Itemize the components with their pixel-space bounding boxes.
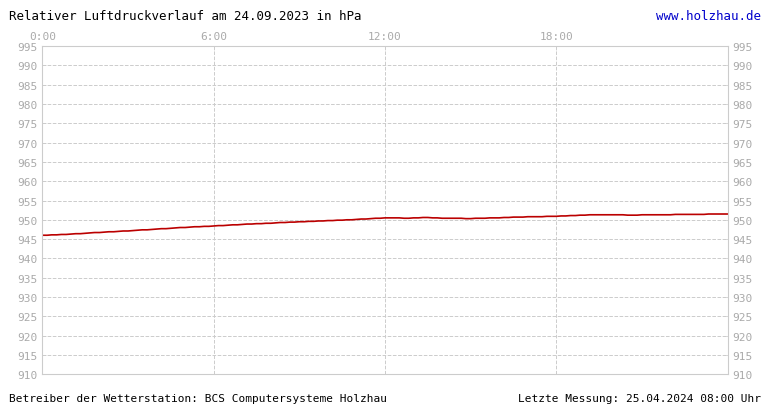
Text: Betreiber der Wetterstation: BCS Computersysteme Holzhau: Betreiber der Wetterstation: BCS Compute… <box>9 393 387 403</box>
Text: Relativer Luftdruckverlauf am 24.09.2023 in hPa: Relativer Luftdruckverlauf am 24.09.2023… <box>9 10 362 23</box>
Text: www.holzhau.de: www.holzhau.de <box>656 10 761 23</box>
Text: Letzte Messung: 25.04.2024 08:00 Uhr: Letzte Messung: 25.04.2024 08:00 Uhr <box>517 393 761 403</box>
